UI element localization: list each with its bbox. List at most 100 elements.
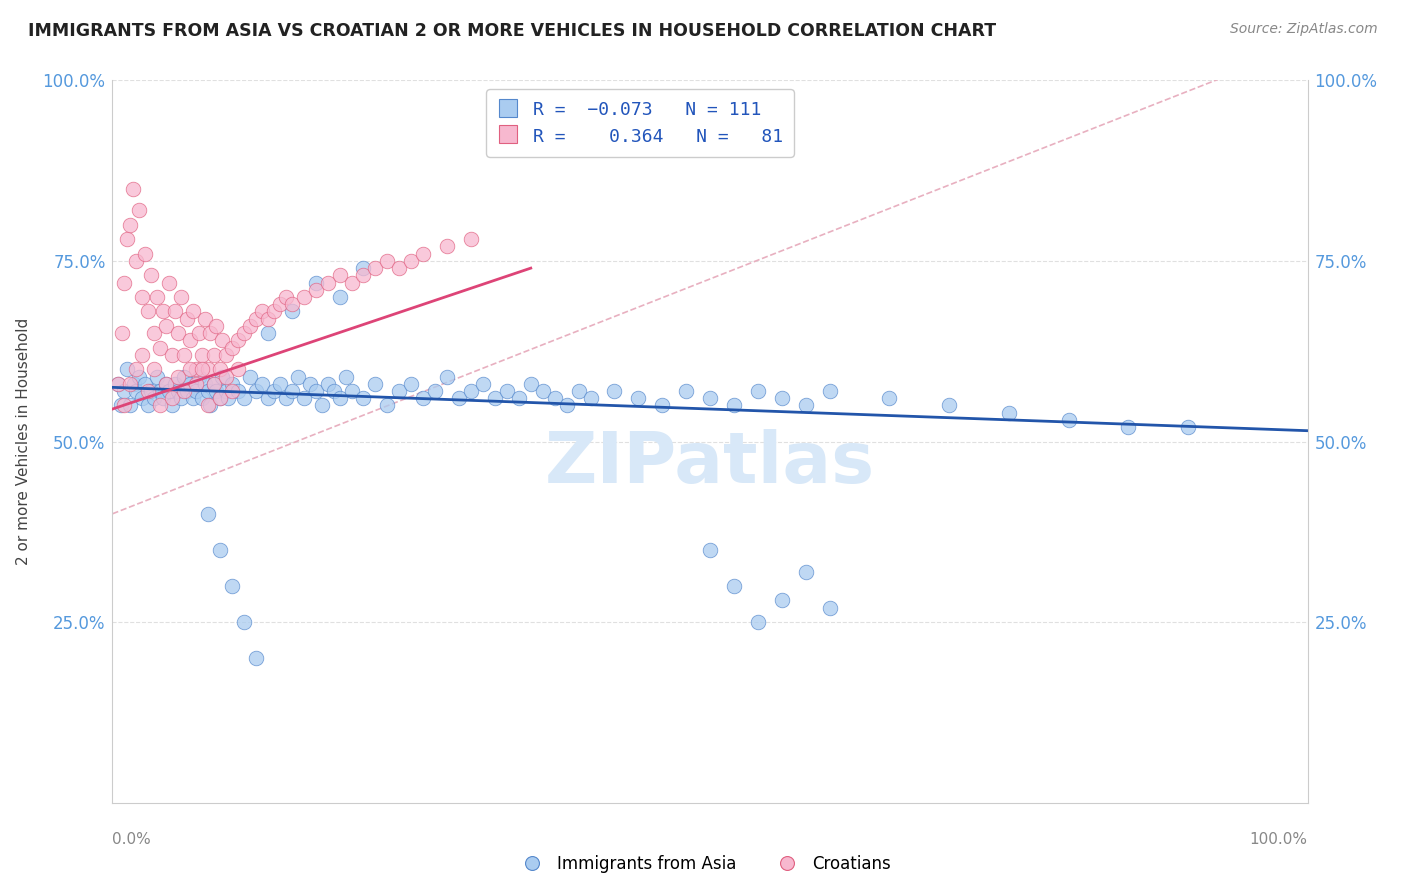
Point — [149, 384, 172, 398]
Point — [138, 384, 160, 398]
Point — [128, 369, 150, 384]
Text: ZIPatlas: ZIPatlas — [546, 429, 875, 498]
Point — [191, 348, 214, 362]
Point — [202, 376, 225, 391]
Point — [281, 297, 304, 311]
Point — [187, 369, 209, 384]
Point — [352, 391, 374, 405]
Point — [115, 362, 138, 376]
Point — [120, 398, 142, 412]
Point — [209, 391, 232, 405]
Point — [239, 369, 262, 384]
Point — [131, 391, 153, 405]
Point — [879, 391, 901, 405]
Point — [149, 398, 172, 412]
Point — [311, 398, 333, 412]
Point — [460, 384, 482, 398]
Point — [179, 334, 201, 348]
Point — [568, 384, 591, 398]
Point — [329, 268, 352, 283]
Point — [316, 276, 339, 290]
Point — [215, 348, 238, 362]
Y-axis label: 2 or more Vehicles in Household: 2 or more Vehicles in Household — [17, 318, 31, 566]
Point — [747, 384, 769, 398]
Point — [555, 398, 578, 412]
Point — [134, 376, 156, 391]
Point — [352, 268, 374, 283]
Point — [794, 565, 817, 579]
Point — [211, 369, 233, 384]
Point — [139, 384, 162, 398]
Point — [287, 369, 309, 384]
Point — [114, 398, 135, 412]
Point — [305, 384, 328, 398]
Point — [388, 384, 411, 398]
Point — [149, 341, 172, 355]
Point — [169, 290, 191, 304]
Point — [173, 369, 195, 384]
Point — [157, 384, 180, 398]
Point — [197, 384, 219, 398]
Point — [436, 239, 458, 253]
Point — [209, 362, 232, 376]
Point — [162, 398, 183, 412]
Point — [269, 297, 291, 311]
Point — [187, 326, 209, 340]
Point — [200, 398, 222, 412]
Point — [200, 326, 222, 340]
Legend: Immigrants from Asia, Croatians: Immigrants from Asia, Croatians — [509, 848, 897, 880]
Point — [167, 326, 190, 340]
Point — [163, 376, 186, 391]
Point — [335, 369, 357, 384]
Point — [131, 348, 153, 362]
Point — [167, 369, 190, 384]
Point — [377, 398, 399, 412]
Point — [209, 391, 232, 405]
Point — [131, 290, 153, 304]
Point — [603, 384, 626, 398]
Point — [114, 384, 135, 398]
Point — [107, 376, 129, 391]
Point — [281, 384, 304, 398]
Point — [125, 362, 148, 376]
Text: Source: ZipAtlas.com: Source: ZipAtlas.com — [1230, 22, 1378, 37]
Point — [125, 384, 148, 398]
Point — [305, 276, 328, 290]
Point — [818, 600, 841, 615]
Point — [938, 398, 960, 412]
Point — [484, 391, 506, 405]
Point — [364, 376, 387, 391]
Point — [770, 593, 793, 607]
Point — [520, 376, 543, 391]
Point — [274, 290, 297, 304]
Point — [226, 362, 249, 376]
Point — [221, 341, 243, 355]
Point — [316, 376, 339, 391]
Point — [401, 376, 423, 391]
Point — [579, 391, 602, 405]
Point — [215, 369, 238, 384]
Point — [447, 391, 470, 405]
Point — [221, 579, 243, 593]
Point — [352, 261, 374, 276]
Point — [145, 290, 167, 304]
Point — [245, 384, 267, 398]
Point — [186, 376, 208, 391]
Point — [723, 398, 745, 412]
Point — [292, 290, 315, 304]
Point — [412, 391, 434, 405]
Point — [202, 376, 225, 391]
Point — [257, 311, 280, 326]
Point — [263, 304, 285, 318]
Point — [329, 391, 352, 405]
Point — [120, 376, 142, 391]
Point — [211, 334, 233, 348]
Point — [292, 391, 315, 405]
Point — [155, 318, 177, 333]
Point — [157, 276, 180, 290]
Point — [217, 391, 239, 405]
Point — [163, 304, 186, 318]
Point — [723, 579, 745, 593]
Point — [425, 384, 447, 398]
Point — [1057, 413, 1080, 427]
